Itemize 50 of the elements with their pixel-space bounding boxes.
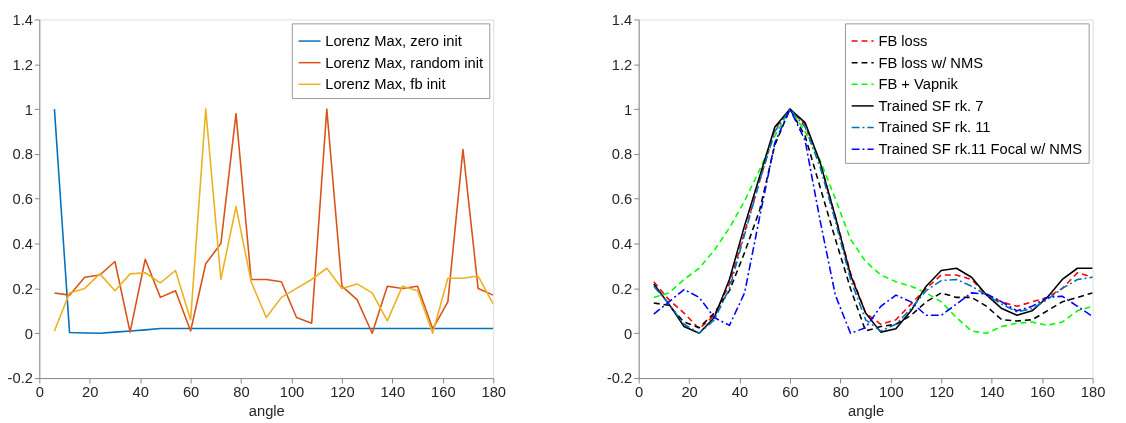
y-tick-label: 1	[624, 101, 633, 118]
x-tick-label: 60	[182, 384, 200, 401]
x-axis-title: angle	[248, 402, 285, 419]
legend-label: Lorenz Max, random init	[325, 54, 484, 71]
x-tick-label: 100	[879, 384, 904, 401]
y-tick-label: 1.4	[611, 11, 633, 28]
x-tick-label: 40	[731, 384, 749, 401]
x-tick-label: 20	[681, 384, 698, 401]
line-series	[53, 108, 494, 335]
x-tick-label: 180	[481, 384, 507, 401]
x-tick-label: 160	[1030, 384, 1055, 401]
y-tick-label: 0.6	[611, 191, 633, 208]
y-tick-label: 0	[24, 325, 33, 342]
x-tick-label: 100	[279, 384, 305, 401]
x-tick-label: 80	[233, 384, 250, 401]
legend-label: FB loss	[878, 32, 928, 49]
x-tick-label: 120	[929, 384, 955, 401]
y-tick-label: -0.2	[7, 370, 33, 387]
legend-label: FB + Vapnik	[878, 76, 959, 93]
x-tick-label: 60	[782, 384, 799, 401]
x-tick-label: 160	[431, 384, 456, 401]
y-tick-label: 0.6	[12, 191, 33, 208]
legend-label: Trained SF rk. 11	[878, 119, 991, 136]
y-tick-label: 0.4	[12, 235, 33, 252]
legend-label: Lorenz Max, fb init	[325, 76, 446, 93]
x-tick-label: 140	[979, 384, 1005, 401]
y-tick-label: 0.8	[12, 146, 33, 163]
y-tick-label: 1.2	[12, 56, 33, 73]
legend-label: Trained SF rk.11 Focal w/ NMS	[878, 141, 1083, 158]
y-tick-label: 0	[624, 325, 633, 342]
y-tick-label: 0.2	[12, 280, 33, 297]
x-tick-label: 140	[380, 384, 406, 401]
y-tick-label: 1	[24, 101, 33, 118]
x-tick-label: 20	[82, 384, 99, 401]
x-tick-label: 80	[832, 384, 850, 401]
legend-label: Trained SF rk. 7	[878, 97, 984, 114]
y-tick-label: 0.8	[611, 146, 633, 163]
x-tick-label: 120	[330, 384, 355, 401]
legend-label: FB loss w/ NMS	[878, 54, 984, 71]
y-tick-label: 0.4	[611, 235, 633, 252]
y-tick-label: 1.4	[12, 11, 33, 28]
y-tick-label: 1.2	[611, 56, 633, 73]
y-tick-label: 0.2	[611, 280, 633, 297]
x-tick-label: 0	[35, 384, 44, 401]
legend-label: Lorenz Max, zero init	[325, 32, 462, 49]
x-tick-label: 180	[1080, 384, 1106, 401]
x-tick-label: 40	[132, 384, 149, 401]
y-tick-label: -0.2	[606, 370, 633, 387]
x-axis-title: angle	[848, 402, 885, 419]
x-tick-label: 0	[635, 384, 644, 401]
